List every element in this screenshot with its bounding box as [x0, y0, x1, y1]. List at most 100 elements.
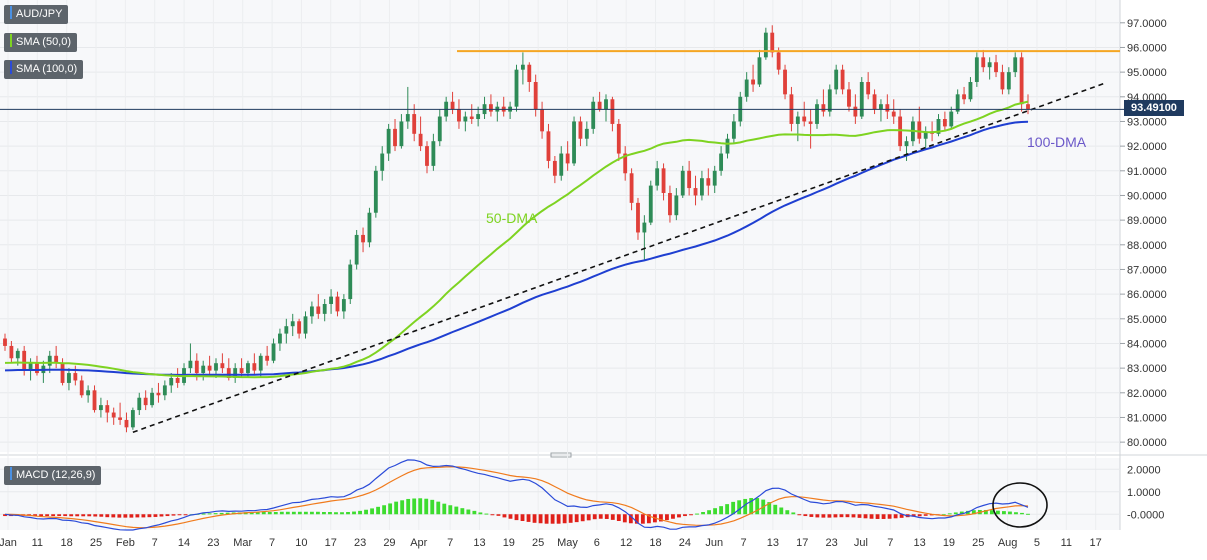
candle-body: [623, 153, 628, 174]
macd-histogram-bar: [995, 510, 1000, 515]
candle-body: [629, 173, 634, 203]
time-tick-label: 12: [620, 537, 632, 549]
time-tick-label: 19: [503, 537, 515, 549]
time-tick-label: Jan: [0, 537, 17, 549]
macd-histogram-bar: [370, 508, 374, 515]
candle-body: [776, 52, 781, 70]
candle-body: [514, 69, 519, 107]
candle-body: [597, 101, 602, 110]
candle-body: [214, 363, 218, 371]
time-tick-label: 29: [383, 537, 395, 549]
macd-histogram-bar: [875, 514, 880, 519]
macd-histogram-bar: [93, 514, 98, 517]
macd-histogram-bar: [797, 514, 802, 516]
candle-body: [546, 131, 551, 161]
macd-histogram-bar: [406, 498, 411, 515]
macd-histogram-bar: [767, 502, 772, 515]
macd-histogram-bar: [532, 514, 537, 523]
candle-body: [847, 89, 851, 107]
candle-body: [67, 373, 71, 383]
macd-histogram-bar: [659, 514, 663, 522]
candle-body: [815, 104, 819, 124]
support-trendline: [132, 82, 1105, 434]
sma50-line: [4, 100, 1029, 379]
candle-body: [565, 153, 570, 164]
macd-histogram-bar: [309, 511, 314, 515]
macd-histogram-bar: [821, 514, 826, 518]
price-panel-bg: [0, 0, 1120, 452]
candle-body: [60, 363, 65, 383]
time-tick-label: 23: [207, 537, 219, 549]
macd-histogram-bar: [81, 514, 86, 517]
sma50-annotation: 50-DMA: [486, 210, 538, 226]
macd-histogram-bar: [454, 506, 459, 515]
macd-histogram-bar: [869, 514, 874, 519]
macd-histogram-bar: [983, 509, 988, 515]
sma100-swatch: [10, 61, 12, 74]
price-tick-label: 93.0000: [1127, 116, 1167, 128]
macd-histogram-bar: [328, 512, 332, 515]
candle-body: [987, 62, 992, 68]
candle-body: [239, 368, 244, 374]
candle-body: [552, 160, 557, 176]
candle-body: [169, 378, 174, 386]
time-tick-label: 5: [1034, 537, 1040, 549]
candle-body: [290, 321, 295, 327]
macd-histogram-bar: [893, 514, 898, 519]
macd-histogram-bar: [707, 510, 711, 515]
candle-body: [194, 360, 199, 374]
candle-body: [962, 94, 966, 100]
candle-body: [879, 104, 883, 110]
candle-body: [297, 321, 302, 334]
macd-histogram-bar: [273, 512, 278, 515]
macd-histogram-bar: [544, 514, 549, 524]
macd-histogram-bar: [418, 498, 423, 515]
candle-body: [955, 94, 960, 112]
macd-label: MACD (12,26,9): [16, 469, 96, 481]
candle-body: [246, 363, 250, 374]
macd-histogram-bar: [412, 498, 417, 515]
macd-histogram-bar: [436, 501, 441, 515]
candle-body: [124, 419, 129, 428]
candle-body: [386, 128, 391, 154]
time-tick-label: 11: [32, 537, 43, 549]
macd-histogram-bar: [159, 514, 164, 517]
macd-histogram-bar: [448, 505, 453, 515]
macd-histogram-bar: [598, 514, 603, 519]
time-tick-label: 13: [913, 537, 925, 549]
candle-body: [712, 170, 717, 186]
candle-body: [22, 350, 27, 371]
macd-histogram-bar: [671, 514, 675, 519]
macd-histogram-bar: [400, 500, 405, 515]
candle-body: [1006, 72, 1011, 90]
macd-histogram-bar: [550, 514, 555, 524]
panel-resize-handle: [550, 452, 572, 458]
candle-body: [1000, 72, 1005, 90]
candle-body: [668, 193, 672, 216]
macd-histogram-bar: [971, 510, 976, 515]
time-tick-label: 24: [679, 537, 691, 549]
macd-histogram-bar: [105, 514, 110, 518]
macd-histogram-bar: [394, 501, 399, 515]
candle-body: [35, 363, 39, 374]
candle-body: [252, 363, 257, 371]
macd-histogram-bar: [496, 514, 501, 516]
time-tick-label: 17: [796, 537, 808, 549]
candle-body: [28, 363, 33, 371]
macd-histogram-bar: [69, 514, 74, 517]
macd-histogram-bar: [484, 513, 489, 515]
candle-body: [233, 368, 238, 378]
candle-body: [917, 121, 922, 139]
candle-body: [373, 170, 378, 213]
candle-body: [994, 62, 998, 73]
candle-body: [968, 82, 973, 100]
candle-body: [578, 121, 583, 139]
sma50-swatch: [10, 34, 12, 47]
macd-histogram-bar: [520, 514, 525, 521]
candle-body: [316, 306, 321, 314]
time-tick-label: 6: [594, 537, 600, 549]
macd-histogram-bar: [177, 514, 182, 516]
macd-histogram-bar: [141, 514, 146, 518]
candle-body: [591, 101, 596, 129]
